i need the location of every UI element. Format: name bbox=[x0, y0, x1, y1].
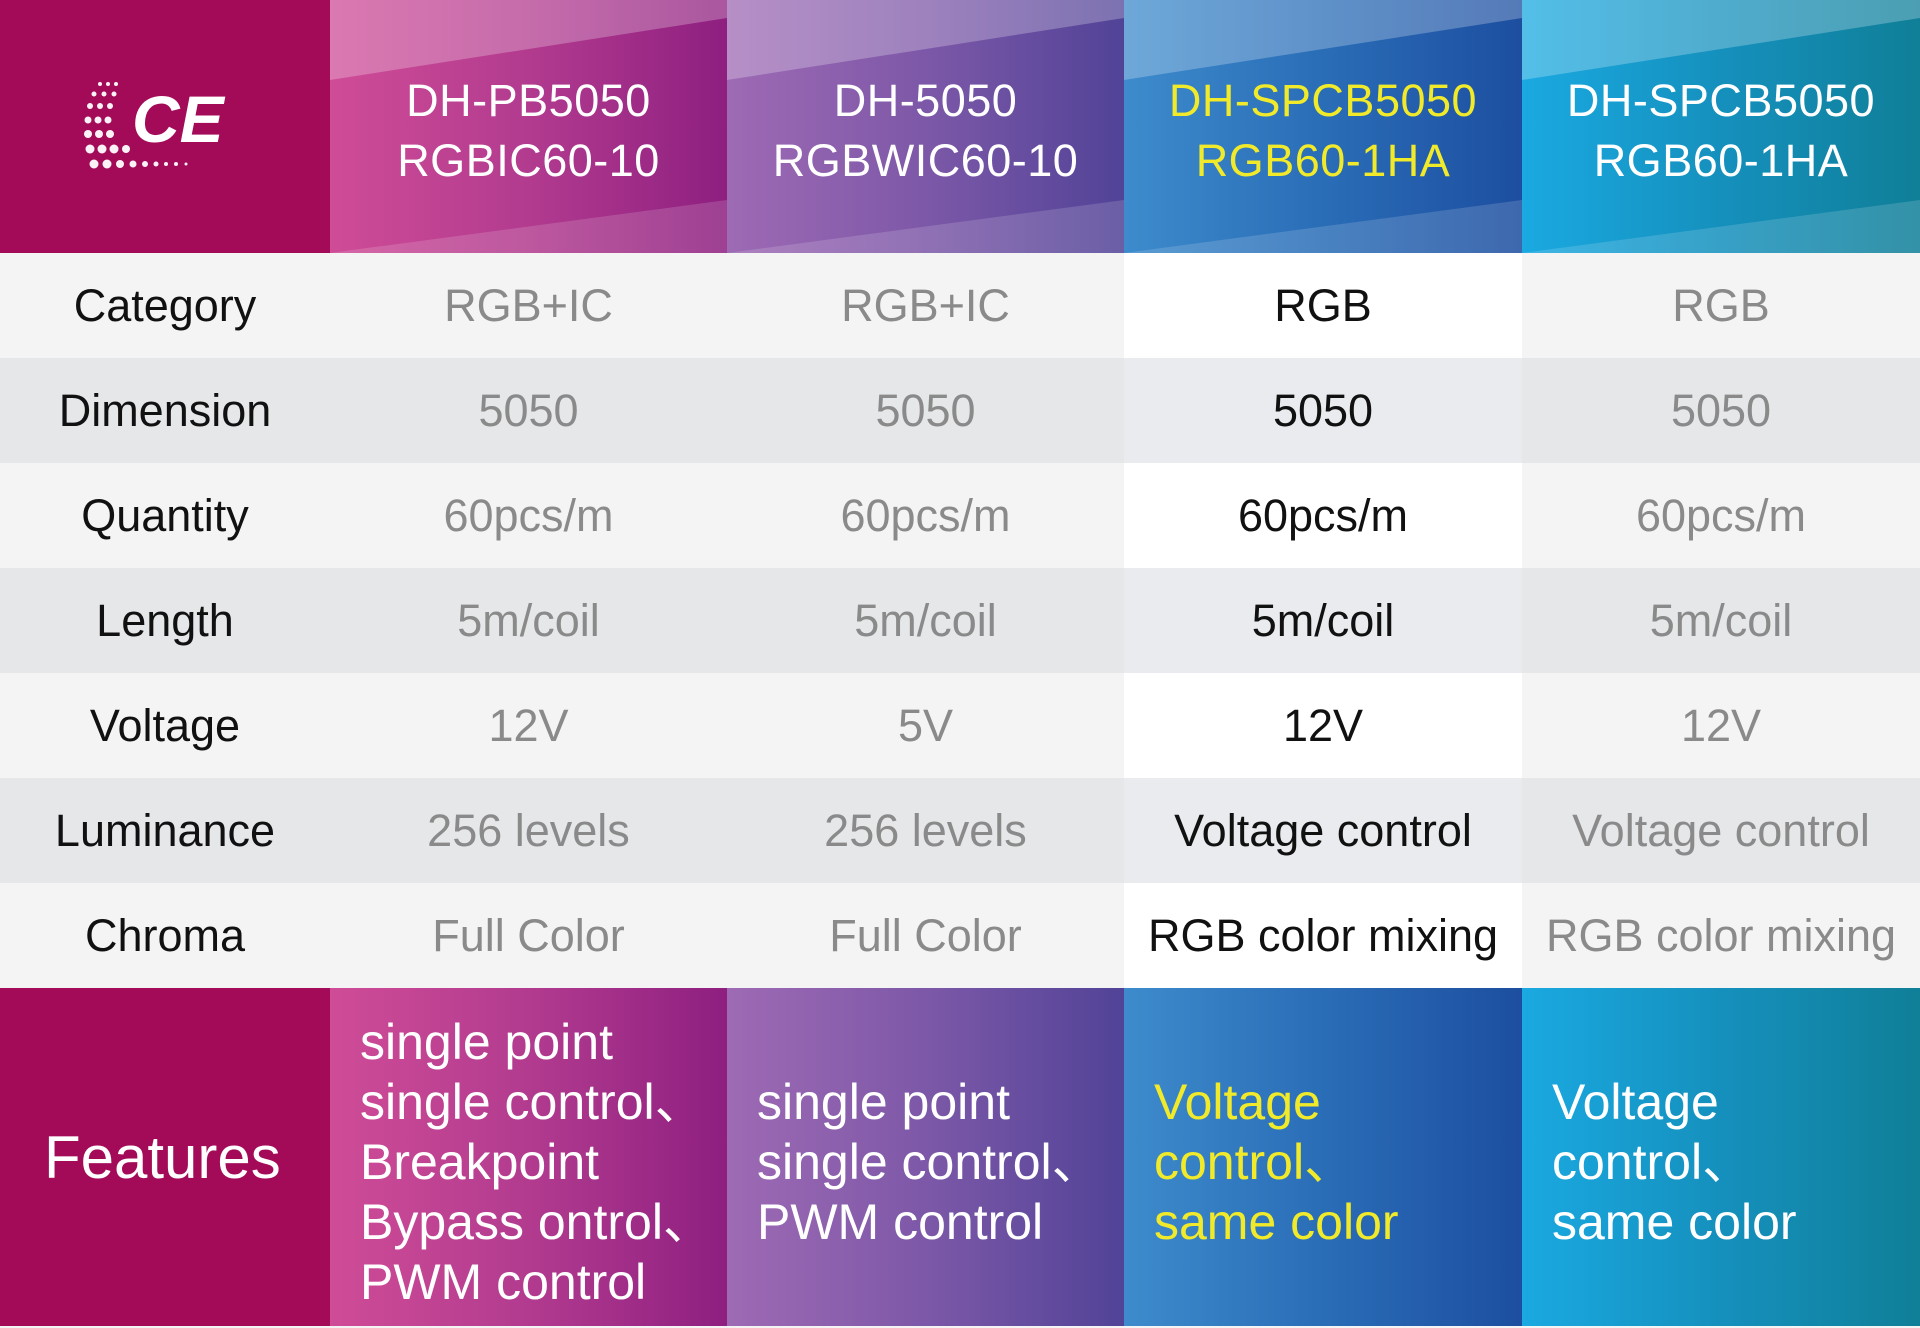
table-cell-highlighted: RGB bbox=[1124, 253, 1522, 358]
table-cell: RGB+IC bbox=[330, 253, 727, 358]
header-stripe bbox=[1522, 0, 1920, 253]
table-cell: RGB color mixing bbox=[1522, 883, 1920, 988]
table-cell-highlighted: 60pcs/m bbox=[1124, 463, 1522, 568]
table-cell: 5050 bbox=[1522, 358, 1920, 463]
table-cell: 5V bbox=[727, 673, 1124, 778]
table-cell: 5050 bbox=[727, 358, 1124, 463]
row-label-voltage: Voltage bbox=[0, 673, 330, 778]
feature-line: control、 bbox=[1154, 1134, 1355, 1190]
feature-line: single point bbox=[360, 1014, 613, 1070]
row-label-length: Length bbox=[0, 568, 330, 673]
feature-line: PWM control bbox=[360, 1254, 647, 1310]
row-label-luminance: Luminance bbox=[0, 778, 330, 883]
table-cell-highlighted: 5050 bbox=[1124, 358, 1522, 463]
table-cell: 60pcs/m bbox=[1522, 463, 1920, 568]
logo-text: CE bbox=[132, 82, 226, 156]
feature-line: single control、 bbox=[360, 1074, 705, 1130]
table-cell-highlighted: RGB color mixing bbox=[1124, 883, 1522, 988]
feature-line: single point bbox=[757, 1074, 1010, 1130]
table-cell: 12V bbox=[1522, 673, 1920, 778]
product-name-line1: DH-PB5050 bbox=[406, 74, 651, 126]
table-cell: RGB bbox=[1522, 253, 1920, 358]
header-stripe bbox=[727, 0, 1124, 253]
features-cell-4: Voltage control、 same color bbox=[1522, 988, 1920, 1326]
table-cell-highlighted: 5m/coil bbox=[1124, 568, 1522, 673]
feature-line: PWM control bbox=[757, 1194, 1044, 1250]
table-cell: Voltage control bbox=[1522, 778, 1920, 883]
table-cell: RGB+IC bbox=[727, 253, 1124, 358]
table-cell: 5050 bbox=[330, 358, 727, 463]
row-label-quantity: Quantity bbox=[0, 463, 330, 568]
header-stripe bbox=[330, 0, 727, 253]
product-name-line2: RGBIC60-10 bbox=[397, 134, 660, 186]
table-cell: 60pcs/m bbox=[727, 463, 1124, 568]
product-header-4: DH-SPCB5050 RGB60-1HA bbox=[1522, 0, 1920, 253]
product-header-1: DH-PB5050 RGBIC60-10 bbox=[330, 0, 727, 253]
feature-line: Voltage bbox=[1552, 1074, 1719, 1130]
features-cell-2: single point single control、 PWM control bbox=[727, 988, 1124, 1326]
feature-line: single control、 bbox=[757, 1134, 1102, 1190]
row-label-dimension: Dimension bbox=[0, 358, 330, 463]
features-cell-3: Voltage control、 same color bbox=[1124, 988, 1522, 1326]
feature-line: Bypass ontrol、 bbox=[360, 1194, 713, 1250]
row-label-category: Category bbox=[0, 253, 330, 358]
product-header-2: DH-5050 RGBWIC60-10 bbox=[727, 0, 1124, 253]
table-cell-highlighted: 12V bbox=[1124, 673, 1522, 778]
product-header-3: DH-SPCB5050 RGB60-1HA bbox=[1124, 0, 1522, 253]
feature-line: same color bbox=[1154, 1194, 1399, 1250]
feature-line: Voltage bbox=[1154, 1074, 1321, 1130]
product-name-line2: RGB60-1HA bbox=[1593, 134, 1849, 186]
product-name-line2: RGBWIC60-10 bbox=[772, 134, 1079, 186]
ce-logo-icon: CE bbox=[84, 81, 226, 168]
feature-line: control、 bbox=[1552, 1134, 1753, 1190]
product-name-line1: DH-SPCB5050 bbox=[1168, 74, 1478, 126]
table-cell: Full Color bbox=[330, 883, 727, 988]
table-cell: 5m/coil bbox=[330, 568, 727, 673]
table-cell: Full Color bbox=[727, 883, 1124, 988]
feature-line: same color bbox=[1552, 1194, 1797, 1250]
features-cell-1: single point single control、 Breakpoint … bbox=[330, 988, 727, 1326]
table-cell: 5m/coil bbox=[727, 568, 1124, 673]
row-label-features: Features bbox=[0, 988, 330, 1326]
product-name-line1: DH-SPCB5050 bbox=[1566, 74, 1876, 126]
logo-cell: CE bbox=[0, 0, 330, 253]
row-label-chroma: Chroma bbox=[0, 883, 330, 988]
table-cell: 5m/coil bbox=[1522, 568, 1920, 673]
feature-line: Breakpoint bbox=[360, 1134, 600, 1190]
table-cell-highlighted: Voltage control bbox=[1124, 778, 1522, 883]
table-cell: 60pcs/m bbox=[330, 463, 727, 568]
table-cell: 256 levels bbox=[727, 778, 1124, 883]
product-name-line2: RGB60-1HA bbox=[1195, 134, 1451, 186]
header-stripe bbox=[1124, 0, 1522, 253]
table-cell: 256 levels bbox=[330, 778, 727, 883]
product-name-line1: DH-5050 bbox=[833, 74, 1018, 126]
table-cell: 12V bbox=[330, 673, 727, 778]
